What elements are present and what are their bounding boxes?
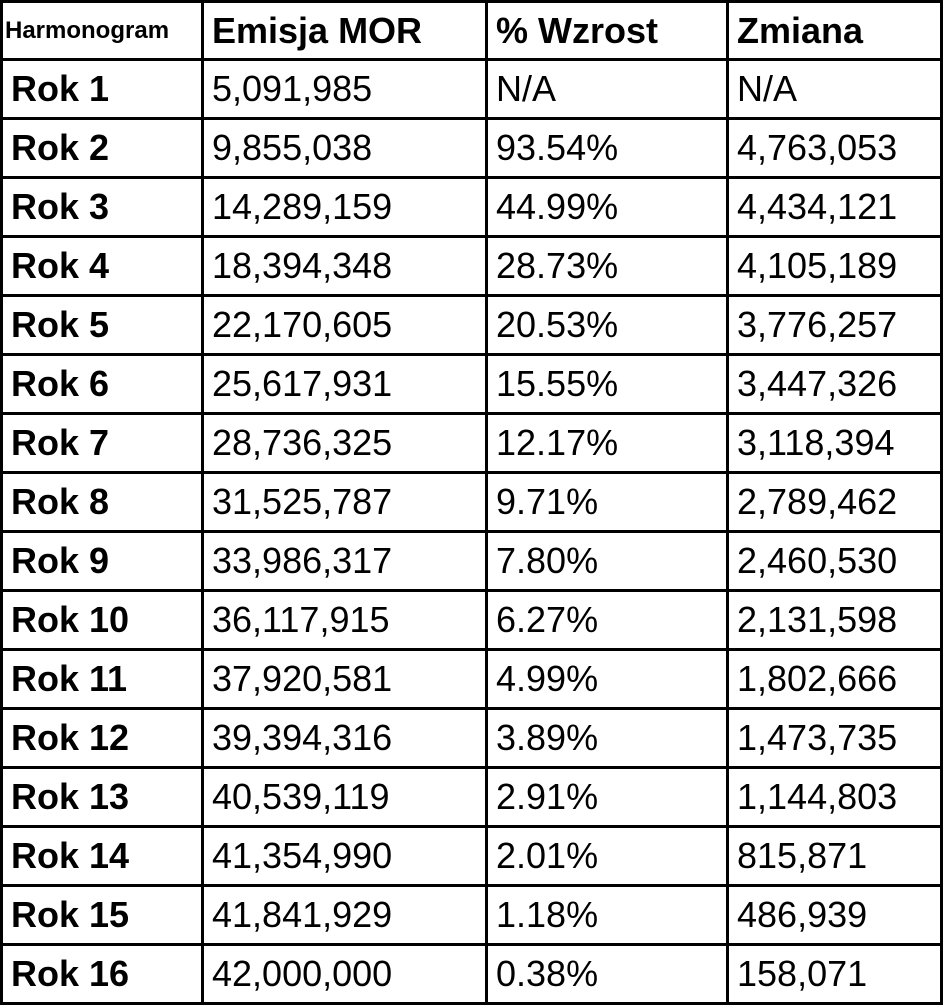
table-row: Rok 10 36,117,915 6.27% 2,131,598 bbox=[0, 589, 943, 651]
column-header-schedule: Harmonogram bbox=[0, 0, 204, 61]
growth-percent-cell: 44.99% bbox=[485, 176, 729, 238]
change-cell: 2,460,530 bbox=[726, 530, 943, 592]
row-label-cell: Rok 3 bbox=[0, 176, 204, 238]
row-label-cell: Rok 1 bbox=[0, 58, 204, 120]
row-label-cell: Rok 7 bbox=[0, 412, 204, 474]
header-row: Harmonogram Emisja MOR % Wzrost Zmiana bbox=[0, 0, 943, 61]
change-cell: 1,144,803 bbox=[726, 766, 943, 828]
change-cell: 2,789,462 bbox=[726, 471, 943, 533]
growth-percent-cell: N/A bbox=[485, 58, 729, 120]
change-cell: 158,071 bbox=[726, 943, 943, 1005]
change-cell: 3,118,394 bbox=[726, 412, 943, 474]
emission-cell: 31,525,787 bbox=[201, 471, 488, 533]
growth-percent-cell: 3.89% bbox=[485, 707, 729, 769]
column-header-growth: % Wzrost bbox=[485, 0, 729, 61]
emission-cell: 22,170,605 bbox=[201, 294, 488, 356]
row-label-cell: Rok 4 bbox=[0, 235, 204, 297]
emission-cell: 37,920,581 bbox=[201, 648, 488, 710]
change-cell: 2,131,598 bbox=[726, 589, 943, 651]
row-label-cell: Rok 10 bbox=[0, 589, 204, 651]
table-row: Rok 2 9,855,038 93.54% 4,763,053 bbox=[0, 117, 943, 179]
emission-cell: 5,091,985 bbox=[201, 58, 488, 120]
emission-cell: 39,394,316 bbox=[201, 707, 488, 769]
growth-percent-cell: 9.71% bbox=[485, 471, 729, 533]
table-row: Rok 8 31,525,787 9.71% 2,789,462 bbox=[0, 471, 943, 533]
growth-percent-cell: 2.01% bbox=[485, 825, 729, 887]
table-row: Rok 13 40,539,119 2.91% 1,144,803 bbox=[0, 766, 943, 828]
change-cell: N/A bbox=[726, 58, 943, 120]
table-row: Rok 15 41,841,929 1.18% 486,939 bbox=[0, 884, 943, 946]
growth-percent-cell: 28.73% bbox=[485, 235, 729, 297]
change-cell: 815,871 bbox=[726, 825, 943, 887]
table-row: Rok 1 5,091,985 N/A N/A bbox=[0, 58, 943, 120]
growth-percent-cell: 12.17% bbox=[485, 412, 729, 474]
emission-cell: 14,289,159 bbox=[201, 176, 488, 238]
row-label-cell: Rok 13 bbox=[0, 766, 204, 828]
emission-cell: 18,394,348 bbox=[201, 235, 488, 297]
table-row: Rok 16 42,000,000 0.38% 158,071 bbox=[0, 943, 943, 1005]
column-header-emission: Emisja MOR bbox=[201, 0, 488, 61]
growth-percent-cell: 4.99% bbox=[485, 648, 729, 710]
change-cell: 3,447,326 bbox=[726, 353, 943, 415]
change-cell: 486,939 bbox=[726, 884, 943, 946]
row-label-cell: Rok 5 bbox=[0, 294, 204, 356]
emission-cell: 40,539,119 bbox=[201, 766, 488, 828]
row-label-cell: Rok 12 bbox=[0, 707, 204, 769]
row-label-cell: Rok 16 bbox=[0, 943, 204, 1005]
table-row: Rok 12 39,394,316 3.89% 1,473,735 bbox=[0, 707, 943, 769]
change-cell: 4,105,189 bbox=[726, 235, 943, 297]
growth-percent-cell: 2.91% bbox=[485, 766, 729, 828]
emission-cell: 42,000,000 bbox=[201, 943, 488, 1005]
change-cell: 4,763,053 bbox=[726, 117, 943, 179]
emission-cell: 33,986,317 bbox=[201, 530, 488, 592]
table-row: Rok 6 25,617,931 15.55% 3,447,326 bbox=[0, 353, 943, 415]
growth-percent-cell: 0.38% bbox=[485, 943, 729, 1005]
growth-percent-cell: 1.18% bbox=[485, 884, 729, 946]
row-label-cell: Rok 9 bbox=[0, 530, 204, 592]
row-label-cell: Rok 8 bbox=[0, 471, 204, 533]
table-body: Rok 1 5,091,985 N/A N/A Rok 2 9,855,038 93.54%… bbox=[0, 58, 943, 1005]
change-cell: 1,802,666 bbox=[726, 648, 943, 710]
growth-percent-cell: 93.54% bbox=[485, 117, 729, 179]
emission-cell: 9,855,038 bbox=[201, 117, 488, 179]
emission-cell: 28,736,325 bbox=[201, 412, 488, 474]
emission-cell: 41,841,929 bbox=[201, 884, 488, 946]
growth-percent-cell: 20.53% bbox=[485, 294, 729, 356]
growth-percent-cell: 7.80% bbox=[485, 530, 729, 592]
table-row: Rok 3 14,289,159 44.99% 4,434,121 bbox=[0, 176, 943, 238]
table-row: Rok 5 22,170,605 20.53% 3,776,257 bbox=[0, 294, 943, 356]
row-label-cell: Rok 15 bbox=[0, 884, 204, 946]
row-label-cell: Rok 6 bbox=[0, 353, 204, 415]
change-cell: 1,473,735 bbox=[726, 707, 943, 769]
table-row: Rok 9 33,986,317 7.80% 2,460,530 bbox=[0, 530, 943, 592]
emission-cell: 25,617,931 bbox=[201, 353, 488, 415]
table-row: Rok 7 28,736,325 12.17% 3,118,394 bbox=[0, 412, 943, 474]
emission-cell: 36,117,915 bbox=[201, 589, 488, 651]
table-row: Rok 11 37,920,581 4.99% 1,802,666 bbox=[0, 648, 943, 710]
table-row: Rok 14 41,354,990 2.01% 815,871 bbox=[0, 825, 943, 887]
table-row: Rok 4 18,394,348 28.73% 4,105,189 bbox=[0, 235, 943, 297]
row-label-cell: Rok 11 bbox=[0, 648, 204, 710]
emission-cell: 41,354,990 bbox=[201, 825, 488, 887]
column-header-change: Zmiana bbox=[726, 0, 943, 61]
row-label-cell: Rok 14 bbox=[0, 825, 204, 887]
change-cell: 4,434,121 bbox=[726, 176, 943, 238]
change-cell: 3,776,257 bbox=[726, 294, 943, 356]
growth-percent-cell: 6.27% bbox=[485, 589, 729, 651]
row-label-cell: Rok 2 bbox=[0, 117, 204, 179]
growth-percent-cell: 15.55% bbox=[485, 353, 729, 415]
